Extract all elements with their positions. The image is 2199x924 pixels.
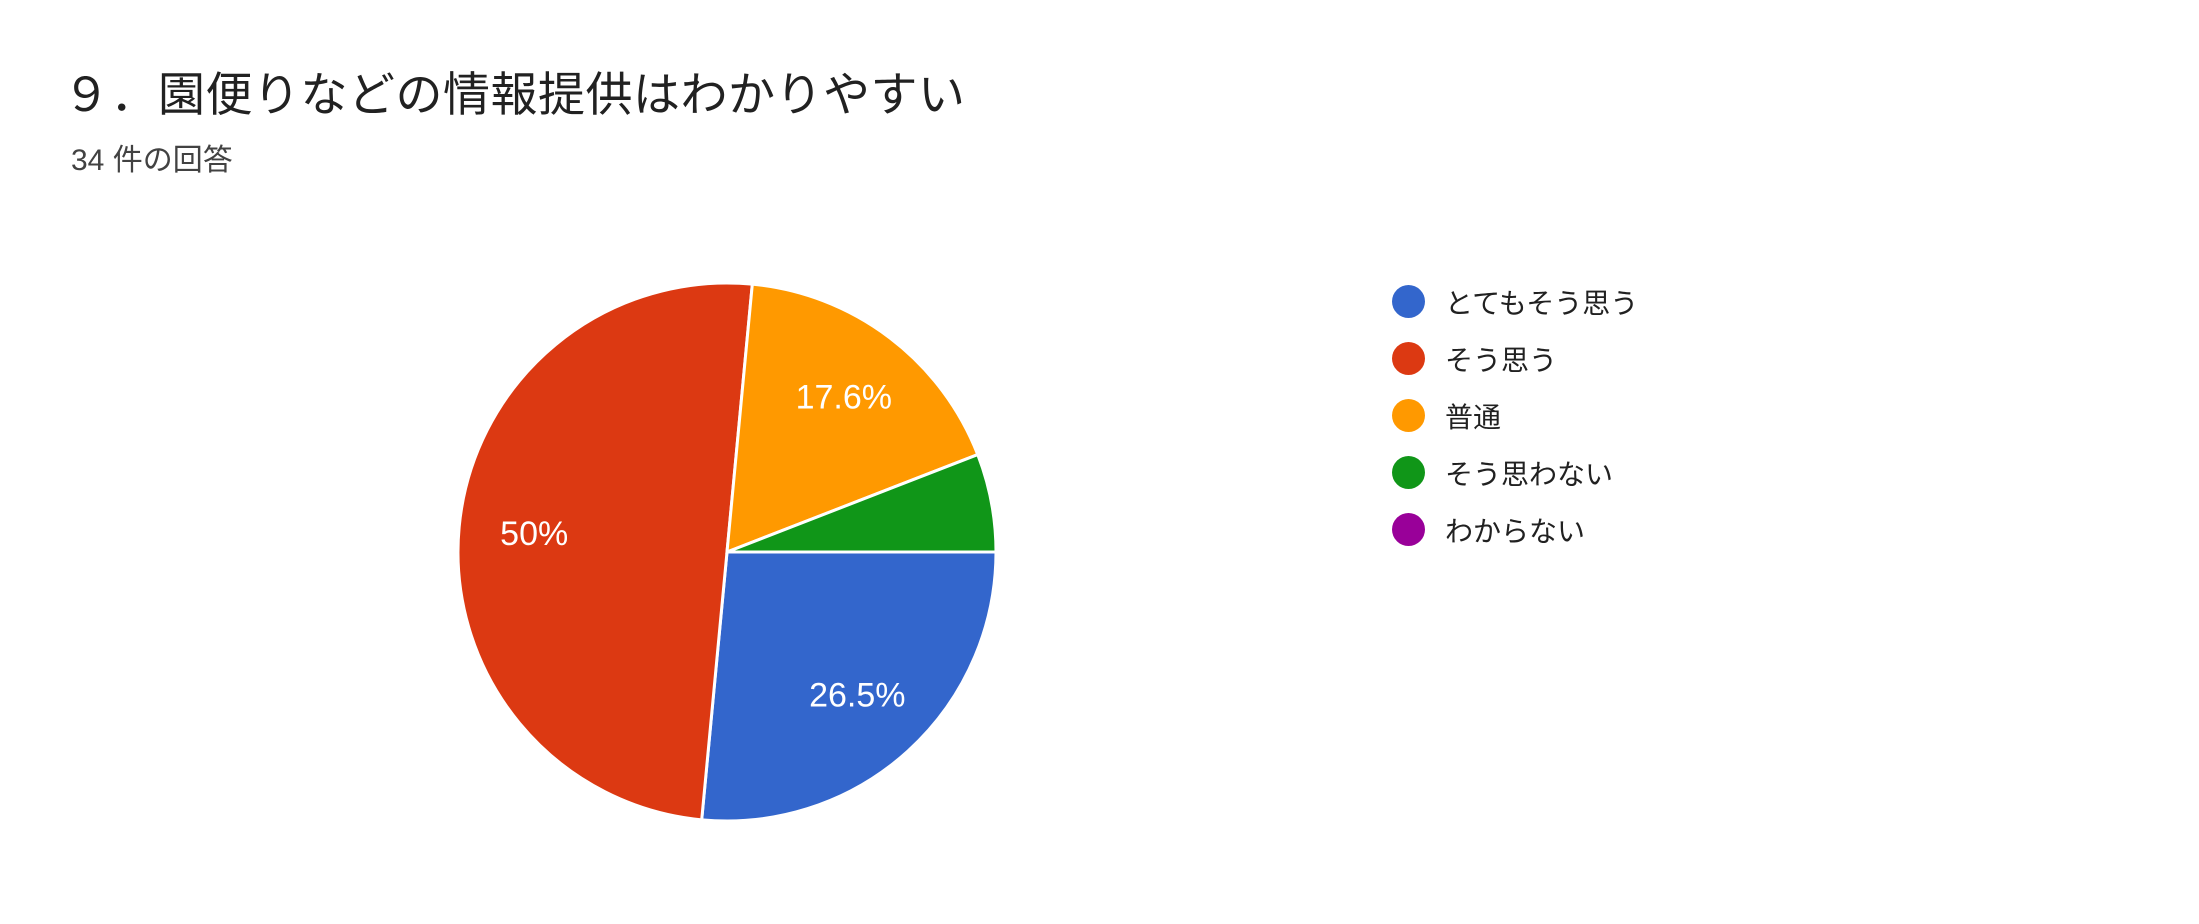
legend-item: わからない: [1392, 513, 1638, 547]
pie-percent-label: 50%: [500, 515, 568, 553]
legend-item: とてもそう思う: [1392, 285, 1638, 319]
pie-slice-2[interactable]: [725, 282, 980, 555]
response-count: 34 件の回答: [71, 144, 233, 177]
legend-label: わからない: [1445, 515, 1586, 547]
pie-slice-3[interactable]: [726, 452, 998, 554]
pie-percent-label: 17.6%: [796, 379, 892, 417]
legend-label: そう思う: [1445, 344, 1558, 376]
legend-item: そう思う: [1392, 342, 1638, 376]
legend-item: そう思わない: [1392, 456, 1638, 490]
legend-label: とてもそう思う: [1445, 287, 1639, 319]
legend-color-dot-icon: [1392, 513, 1425, 546]
legend-label: そう思わない: [1445, 458, 1614, 490]
legend-label: 普通: [1445, 401, 1502, 433]
legend-color-dot-icon: [1392, 456, 1425, 489]
pie-percent-label: 26.5%: [809, 676, 905, 714]
legend-color-dot-icon: [1392, 399, 1425, 432]
legend-color-dot-icon: [1392, 342, 1425, 375]
legend-item: 普通: [1392, 399, 1638, 433]
legend-color-dot-icon: [1392, 285, 1425, 318]
chart-legend: とてもそう思う そう思う普通そう思わない わからない: [1392, 285, 1638, 570]
pie-slice-0[interactable]: [700, 550, 998, 823]
pie-slice-1[interactable]: [456, 281, 754, 822]
question-title: ９．園便りなどの情報提供はわかりやすい: [63, 68, 966, 121]
pie-chart: 26.5% 50% 17.6%: [456, 281, 998, 823]
